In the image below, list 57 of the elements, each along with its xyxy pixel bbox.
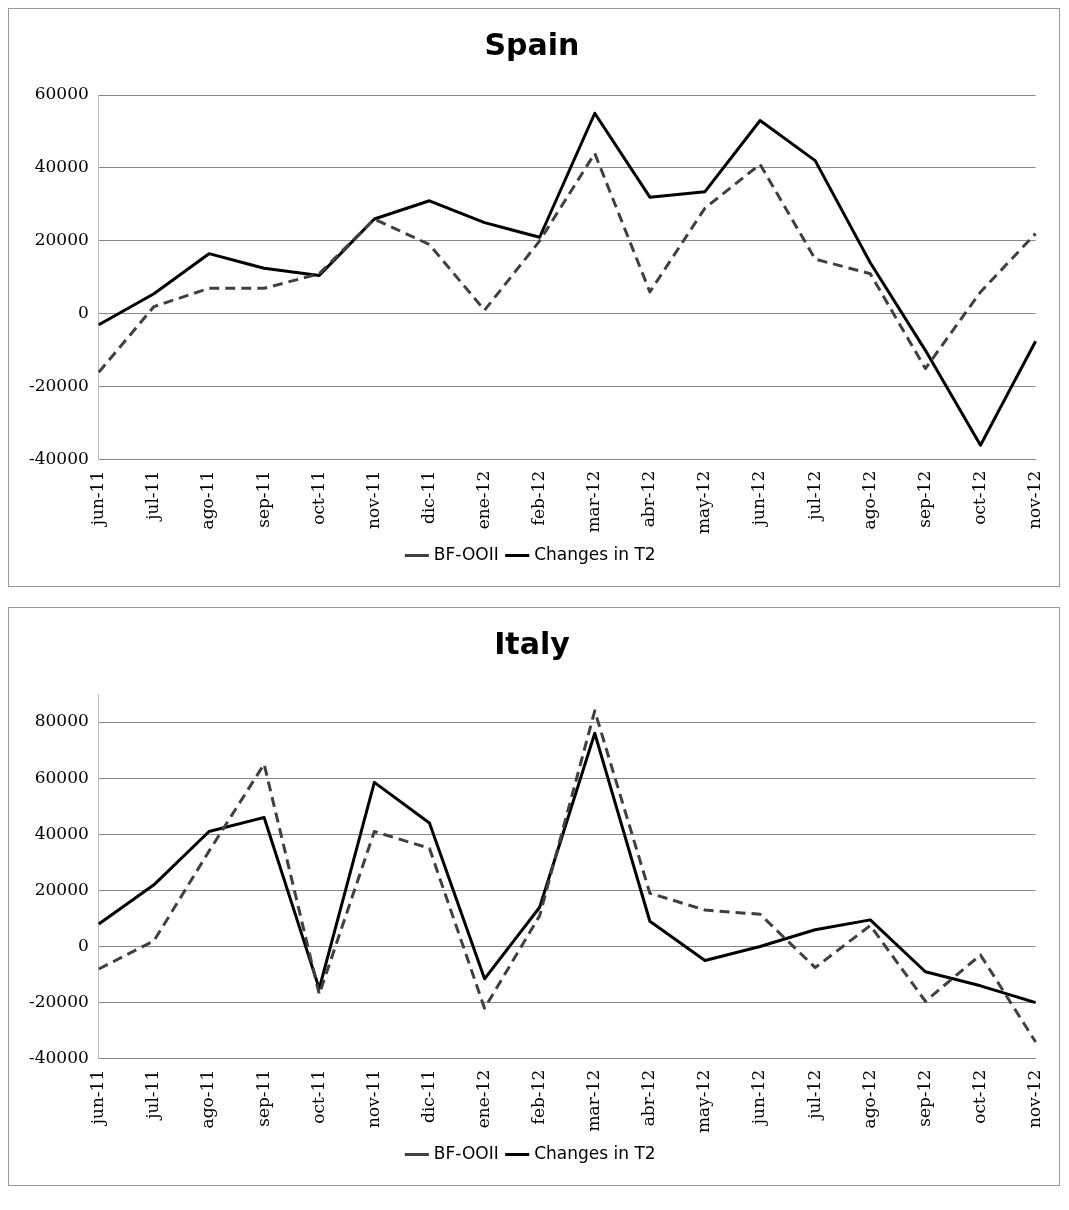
y-tick-label: 60000: [34, 83, 89, 104]
x-tick-label: feb-12: [528, 470, 549, 526]
legend-label: Changes in T2: [534, 1142, 656, 1163]
y-tick-label: 60000: [34, 766, 89, 787]
y-tick-label: 40000: [34, 822, 89, 843]
x-tick-label: oct-11: [307, 1069, 328, 1124]
x-tick-label: may-12: [693, 470, 714, 535]
y-tick-label: 20000: [34, 878, 89, 899]
y-tick-label: 80000: [34, 710, 89, 731]
y-tick-label: 0: [78, 934, 89, 955]
x-tick-label: dic-11: [417, 1069, 438, 1123]
x-tick-label: nov-11: [362, 470, 383, 529]
legend-label: BF-OOII: [433, 1142, 499, 1163]
line-series: [97, 151, 1038, 374]
y-tick-label: -20000: [29, 991, 89, 1012]
x-tick-label: jun-12: [748, 1069, 769, 1127]
x-tick-label: sep-11: [252, 470, 273, 528]
x-tick-label: mar-12: [583, 470, 604, 533]
x-tick-label: jun-11: [87, 1069, 108, 1127]
y-tick-label: -40000: [29, 448, 89, 469]
x-tick-label: feb-12: [528, 1069, 549, 1125]
y-tick-label: -20000: [29, 375, 89, 396]
x-tick-label: ago-12: [858, 470, 879, 530]
x-tick-label: nov-12: [1024, 1069, 1045, 1128]
legend-label: Changes in T2: [534, 543, 656, 564]
y-tick-label: 40000: [34, 156, 89, 177]
y-tick-label: 0: [78, 302, 89, 323]
chart-title: Spain: [484, 26, 580, 62]
x-tick-label: jun-12: [748, 470, 769, 528]
x-tick-label: jul-11: [142, 1069, 163, 1121]
x-tick-label: jul-11: [142, 470, 163, 522]
x-tick-label: sep-11: [252, 1069, 273, 1127]
x-tick-label: abr-12: [638, 470, 659, 528]
chart-title: Italy: [494, 625, 571, 661]
x-tick-label: sep-12: [913, 1069, 934, 1127]
y-tick-label: -40000: [29, 1047, 89, 1068]
x-tick-label: mar-12: [583, 1069, 604, 1132]
x-tick-label: ago-11: [197, 1069, 218, 1129]
x-tick-label: nov-11: [362, 1069, 383, 1128]
x-tick-label: ene-12: [472, 470, 493, 530]
x-tick-label: dic-11: [417, 470, 438, 524]
legend-label: BF-OOII: [433, 543, 499, 564]
x-tick-label: jul-12: [803, 1069, 824, 1121]
x-tick-label: oct-11: [307, 470, 328, 525]
x-tick-label: jun-11: [87, 470, 108, 528]
x-tick-label: sep-12: [913, 470, 934, 528]
y-tick-label: 20000: [34, 229, 89, 250]
x-tick-label: oct-12: [968, 470, 989, 525]
x-tick-label: ago-11: [197, 470, 218, 530]
x-tick-label: may-12: [693, 1069, 714, 1134]
x-tick-label: ene-12: [472, 1069, 493, 1129]
line-series: [97, 709, 1038, 1044]
x-tick-label: ago-12: [858, 1069, 879, 1129]
x-tick-label: abr-12: [638, 1069, 659, 1127]
x-tick-label: jul-12: [803, 470, 824, 522]
x-tick-label: nov-12: [1024, 470, 1045, 529]
x-tick-label: oct-12: [968, 1069, 989, 1124]
